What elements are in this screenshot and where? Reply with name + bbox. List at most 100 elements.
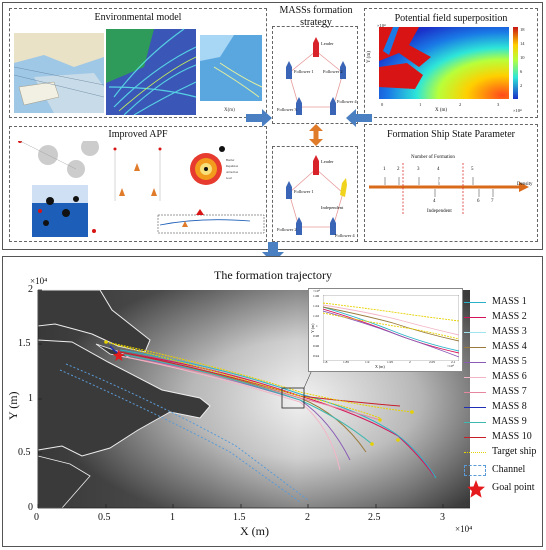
legend-channel: Channel [464,464,544,477]
y-axis-label: Y (m) [6,391,20,420]
xtick-6: 3 [440,512,445,523]
legend-item: MASS 2 [464,311,544,324]
formation-state-panel: Formation Ship State Parameter Number of… [364,124,538,242]
inset-ytick-3: 1 [316,324,318,328]
state-number-of-formation: Number of Formation [411,155,455,160]
trajectory-plot [37,289,470,509]
xtick-0: 0 [34,512,39,523]
svg-text:Barrier: Barrier [226,158,235,162]
state-num-top-5: 5 [471,167,474,172]
inset-ytick-0: 0.94 [313,354,320,358]
inset-xtick-4: 2 [409,360,411,364]
legend-item: MASS 10 [464,431,544,444]
formation-a-follower-3: Follower 3 [277,107,297,112]
formation-b-independent: Independent [321,205,344,210]
inset-x-exponent: ×10⁴ [447,364,454,368]
inset-y-exponent: ×10⁴ [313,289,320,293]
state-num-top-1: 1 [383,167,386,172]
svg-text:6: 6 [520,69,523,74]
inset-xtick-5: 2.05 [429,360,436,364]
xtick-3: 1.5 [233,512,246,523]
inset-xlabel: X (m) [375,364,385,369]
svg-text:14: 14 [520,41,525,46]
svg-text:1: 1 [419,102,421,107]
inset-ytick-1: 0.96 [313,344,320,348]
state-num-top-2: 2 [397,167,400,172]
state-medium: Medium [423,179,440,184]
formation-b-follower-4: Follower 4 [335,233,355,238]
svg-text:X(m): X(m) [224,108,235,113]
state-num-bottom-1: 4 [433,199,436,204]
ytick-2: 1 [28,393,33,404]
svg-text:0: 0 [381,102,384,107]
xtick-4: 2 [305,512,310,523]
formation-a-follower-4: Follower 4 [337,99,357,104]
formation-b-panel: Leader Follower 1 Follower 2 Independent… [272,146,358,242]
ytick-0: 0 [28,502,33,513]
legend-item: MASS 4 [464,341,544,354]
inset-xtick-3: 1.95 [387,360,394,364]
formation-state-title: Formation Ship State Parameter [386,129,516,140]
inset-trajectories [323,295,459,361]
environmental-model-panel: Environmental model X(m) [9,8,267,118]
state-low: Low [375,179,385,184]
improved-apf-panel: Improved APF Barrier Repulsion Attraction G… [9,126,267,242]
formation-a-follower-1: Follower 1 [294,69,314,74]
legend-item: MASS 9 [464,416,544,429]
potential-xlabel: X (m) [435,108,448,113]
svg-text:Attraction: Attraction [226,170,239,174]
legend-goal-point: Goal point [464,480,544,498]
svg-text:Goal: Goal [226,176,232,180]
xtick-5: 2.5 [368,512,381,523]
environmental-model-title: Environmental model [94,12,182,23]
orange-double-arrow [309,124,323,146]
inset-ytick-5: 1.04 [313,304,320,308]
ytick-1: 0.5 [18,447,31,458]
strategy-title-line2: strategy [300,17,332,28]
inset-xtick-0: 1.8 [323,360,328,364]
legend-item: MASS 1 [464,296,544,309]
state-num-top-4: 4 [437,167,440,172]
density-axis [369,163,529,215]
potential-y-exponent: ×10⁴ [377,23,386,28]
y-axis-exponent: ×10⁴ [30,276,48,286]
ship-icon-group [286,37,346,115]
environmental-maps: X(m) [14,28,263,115]
inset-ytick-2: 0.98 [313,334,320,338]
inset-xtick-1: 1.85 [343,360,350,364]
inset-xtick-2: 1.9 [365,360,370,364]
ytick-4: 2 [28,284,33,295]
ytick-3: 1.5 [18,338,31,349]
state-num-bottom-2: 6 [477,199,480,204]
improved-apf-title: Improved APF [108,129,168,140]
state-num-top-3: 3 [417,167,420,172]
inset-ylabel: Y (m) [310,323,315,333]
svg-text:18: 18 [520,27,525,32]
inset-plot: X (m) ×10⁴ Y (m) ×10⁴ 1.8 1.85 1.9 1.95 … [308,288,463,372]
star-icon [467,480,485,498]
strategy-title-line1: MASSs formation [279,5,353,16]
formation-b-follower-2: Follower 2 [277,227,297,232]
potential-field-heatmap: 18 14 10 6 2 0 1 2 3 [379,27,525,107]
state-num-bottom-3: 7 [491,199,494,204]
legend-target-ship: Target ship [464,446,544,459]
legend-item: MASS 6 [464,371,544,384]
trajectory-title: The formation trajectory [214,268,332,282]
state-high: High [483,179,493,184]
potential-ylabel: Y (m) [367,51,372,63]
svg-text:3: 3 [497,102,500,107]
formation-b-diagram [286,155,347,235]
formation-b-leader: Leader [321,159,334,164]
apf-illustrations: Barrier Repulsion Attraction Goal [18,141,265,237]
svg-text:10: 10 [520,55,525,60]
inset-ytick-6: 1.06 [313,294,320,298]
formation-b-follower-1: Follower 1 [294,189,314,194]
inset-xtick-6: 2.1 [451,360,456,364]
xtick-1: 0.5 [98,512,111,523]
inset-ytick-4: 1.02 [313,314,320,318]
state-density: Density [517,182,533,187]
legend-item: MASS 5 [464,356,544,369]
formation-a-leader: Leader [321,41,334,46]
legend-item: MASS 7 [464,386,544,399]
